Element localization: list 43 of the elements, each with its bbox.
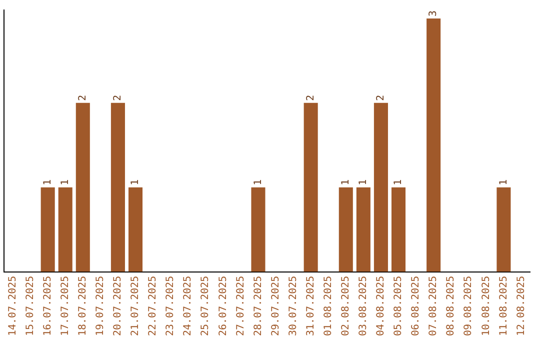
x-tick-label: 06.08.2025 (410, 276, 422, 336)
data-label: 1 (498, 179, 510, 186)
x-tick-label: 20.07.2025 (112, 276, 124, 336)
x-tick-label: 02.08.2025 (340, 276, 352, 336)
x-tick-label: 08.08.2025 (446, 276, 457, 336)
x-tick-label: 30.07.2025 (288, 276, 299, 336)
x-tick-label: 24.07.2025 (182, 276, 194, 336)
data-label: 1 (60, 179, 71, 186)
x-tick-label: 17.07.2025 (60, 276, 71, 336)
x-tick-label: 11.08.2025 (498, 276, 510, 336)
x-tick-label: 03.08.2025 (358, 276, 370, 336)
data-label: 3 (428, 10, 440, 16)
x-tick-label: 10.08.2025 (480, 276, 492, 336)
x-tick-label: 27.07.2025 (235, 276, 246, 336)
data-label: 1 (340, 179, 352, 186)
x-tick-label: 14.07.2025 (7, 276, 18, 336)
data-label: 2 (77, 94, 88, 101)
x-tick-label: 15.07.2025 (24, 276, 36, 336)
x-tick-label: 31.07.2025 (305, 276, 316, 336)
x-tick-label: 12.08.2025 (516, 276, 527, 336)
data-label: 1 (42, 179, 54, 186)
x-tick-label: 04.08.2025 (376, 276, 387, 336)
x-tick-label: 18.07.2025 (77, 276, 88, 336)
x-tick-label: 19.07.2025 (95, 276, 106, 336)
x-tick-label: 21.07.2025 (130, 276, 142, 336)
x-tick-label: 05.08.2025 (393, 276, 404, 336)
data-label: 1 (130, 179, 142, 186)
data-label: 1 (358, 179, 370, 186)
data-label: 2 (112, 94, 124, 101)
x-tick-label: 22.07.2025 (148, 276, 159, 336)
data-label: 2 (305, 94, 316, 101)
x-tick-label: 23.07.2025 (165, 276, 176, 336)
x-tick-label: 01.08.2025 (322, 276, 334, 336)
x-tick-label: 09.08.2025 (463, 276, 474, 336)
x-tick-label: 29.07.2025 (270, 276, 282, 336)
x-tick-label: 25.07.2025 (200, 276, 212, 336)
data-label: 2 (376, 94, 387, 101)
data-label: 1 (393, 179, 404, 186)
x-tick-label: 26.07.2025 (218, 276, 229, 336)
x-tick-label: 07.08.2025 (428, 276, 440, 336)
x-tick-label: 28.07.2025 (252, 276, 264, 336)
data-label: 1 (252, 179, 264, 186)
x-tick-label: 16.07.2025 (42, 276, 54, 336)
